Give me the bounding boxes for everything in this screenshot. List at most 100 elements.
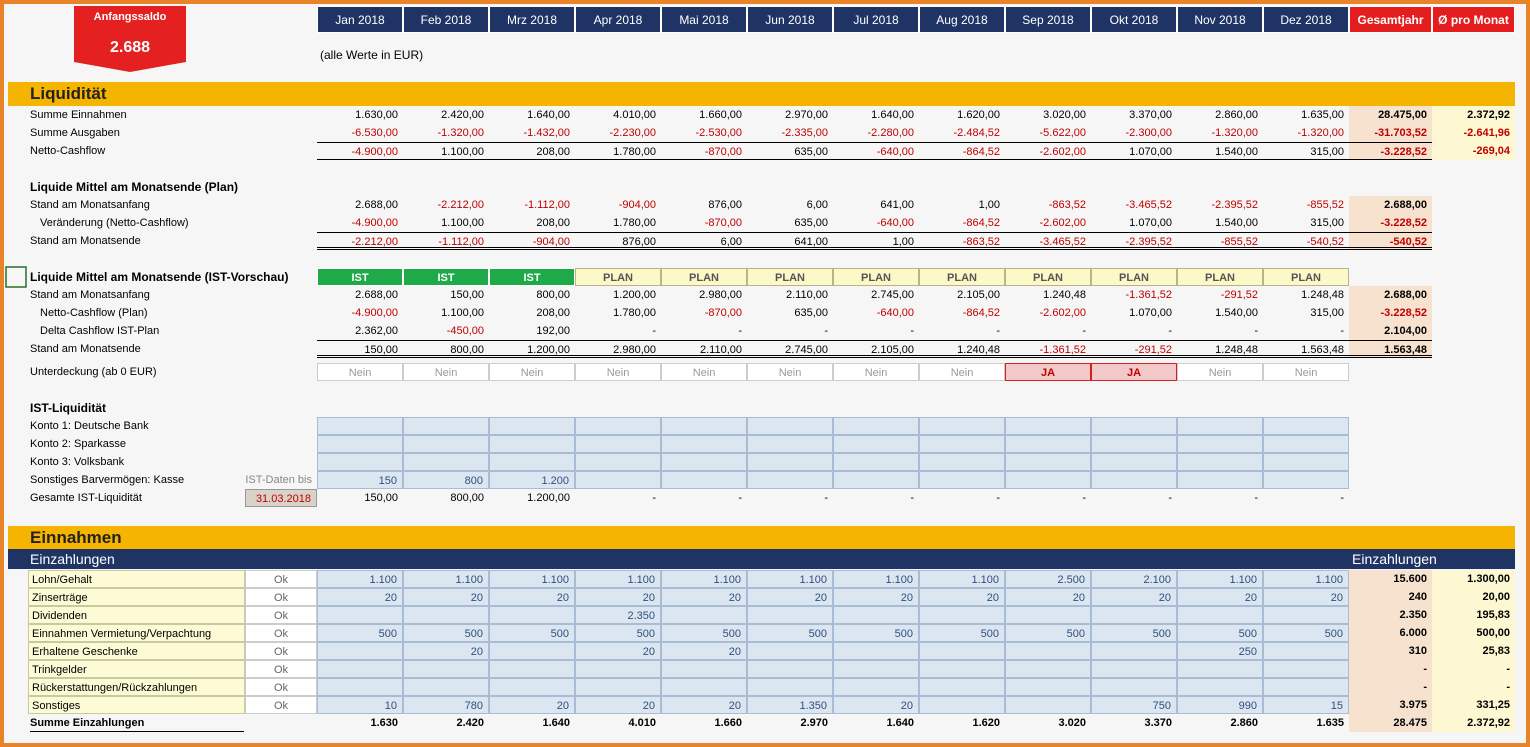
- section-title: Einnahmen: [30, 528, 122, 547]
- value-cell: -870,00: [704, 307, 742, 319]
- avg-cell: -269,04: [1432, 142, 1515, 160]
- value-cell: [919, 696, 1005, 714]
- row-label: Konto 3: Volksbank: [30, 456, 125, 468]
- month-header: Sep 2018: [1005, 6, 1091, 33]
- value-cell: [489, 660, 575, 678]
- value-cell: [317, 660, 403, 678]
- total-cell: 15.600: [1349, 570, 1432, 588]
- sum-cell: 1.640: [886, 717, 914, 729]
- row-extra: IST-Daten bis: [245, 474, 312, 486]
- value-cell: 20: [661, 696, 747, 714]
- row-label: Erhaltene Geschenke: [28, 642, 245, 660]
- value-cell: 1.640,00: [527, 109, 570, 121]
- value-cell: 990: [1177, 696, 1263, 714]
- sum-cell: 1.630: [370, 717, 398, 729]
- value-cell: [575, 660, 661, 678]
- avg-cell: 20,00: [1432, 588, 1515, 606]
- value-cell: -: [824, 492, 828, 504]
- value-cell: -291,52: [1091, 340, 1177, 358]
- value-cell: 150,00: [450, 289, 484, 301]
- anfangssaldo-badge: [74, 6, 186, 72]
- value-cell: 20: [317, 588, 403, 606]
- value-cell: -1.432,00: [523, 127, 570, 139]
- value-cell: 500: [747, 624, 833, 642]
- einzahlungen-band: [8, 549, 1515, 569]
- value-cell: [1005, 606, 1091, 624]
- value-cell: [317, 606, 403, 624]
- value-cell: [747, 435, 833, 453]
- value-cell: 1.100: [403, 570, 489, 588]
- row-extra: Ok: [245, 606, 317, 624]
- value-cell: [833, 642, 919, 660]
- status-cell: PLAN: [661, 268, 747, 286]
- total-cell: 28.475,00: [1349, 106, 1432, 124]
- value-cell: 6,00: [661, 232, 747, 250]
- value-cell: -640,00: [833, 142, 919, 160]
- value-cell: [489, 678, 575, 696]
- value-cell: 1.640,00: [871, 109, 914, 121]
- sum-cell: 1.660: [714, 717, 742, 729]
- value-cell: 1.780,00: [613, 217, 656, 229]
- value-cell: 2.105,00: [833, 340, 919, 358]
- value-cell: [1177, 435, 1263, 453]
- value-cell: [1263, 435, 1349, 453]
- value-cell: [833, 435, 919, 453]
- value-cell: 1.248,48: [1177, 340, 1263, 358]
- value-cell: 2.980,00: [699, 289, 742, 301]
- decor: [5, 6, 1515, 569]
- value-cell: 500: [317, 624, 403, 642]
- value-cell: [1091, 606, 1177, 624]
- value-cell: [1005, 642, 1091, 660]
- value-cell: [1177, 678, 1263, 696]
- value-cell: [1263, 471, 1349, 489]
- value-cell: [661, 417, 747, 435]
- value-cell: 2.105,00: [957, 289, 1000, 301]
- value-cell: 6,00: [806, 199, 828, 211]
- value-cell: [317, 435, 403, 453]
- value-cell: 2.110,00: [661, 340, 747, 358]
- value-cell: 1,00: [833, 232, 919, 250]
- value-cell: 2.110,00: [785, 289, 828, 301]
- value-cell: 2.100: [1091, 570, 1177, 588]
- value-cell: 20: [1177, 588, 1263, 606]
- row-label: Stand am Monatsanfang: [30, 199, 150, 211]
- value-cell: 20: [575, 696, 661, 714]
- value-cell: 1.780,00: [575, 142, 661, 160]
- value-cell: -870,00: [661, 142, 747, 160]
- avg-cell: 2.372,92: [1432, 106, 1515, 124]
- value-cell: [489, 642, 575, 660]
- total-cell: 1.563,48: [1349, 340, 1432, 358]
- value-cell: [747, 642, 833, 660]
- value-cell: 635,00: [747, 142, 833, 160]
- value-cell: [747, 678, 833, 696]
- total-cell: -: [1349, 678, 1432, 696]
- value-cell: -2.280,00: [867, 127, 914, 139]
- value-cell: 150: [317, 471, 403, 489]
- row-label: Stand am Monatsende: [30, 343, 141, 355]
- value-cell: -855,52: [1177, 232, 1263, 250]
- value-cell: 1.070,00: [1129, 217, 1172, 229]
- value-cell: -1.112,00: [403, 232, 489, 250]
- value-cell: [1091, 678, 1177, 696]
- value-cell: -2.602,00: [1005, 142, 1091, 160]
- value-cell: [919, 471, 1005, 489]
- row-label: Netto-Cashflow (Plan): [40, 307, 148, 319]
- value-cell: 315,00: [1310, 217, 1344, 229]
- value-cell: -: [996, 325, 1000, 337]
- value-cell: [661, 678, 747, 696]
- status-cell: PLAN: [833, 268, 919, 286]
- value-cell: [575, 435, 661, 453]
- row-extra: Ok: [245, 624, 317, 642]
- avg-cell: 500,00: [1432, 624, 1515, 642]
- value-cell: [1263, 660, 1349, 678]
- value-cell: -2.300,00: [1125, 127, 1172, 139]
- value-cell: [1091, 471, 1177, 489]
- value-cell: [833, 678, 919, 696]
- section-title: Liquide Mittel am Monatsende (Plan): [30, 180, 239, 194]
- value-cell: [747, 453, 833, 471]
- note: (alle Werte in EUR): [320, 48, 424, 62]
- total-cell: 2.688,00: [1349, 196, 1432, 214]
- value-cell: -2.335,00: [781, 127, 828, 139]
- total-cell: -3.228,52: [1349, 214, 1432, 232]
- avg-header: Ø pro Monat: [1432, 6, 1515, 33]
